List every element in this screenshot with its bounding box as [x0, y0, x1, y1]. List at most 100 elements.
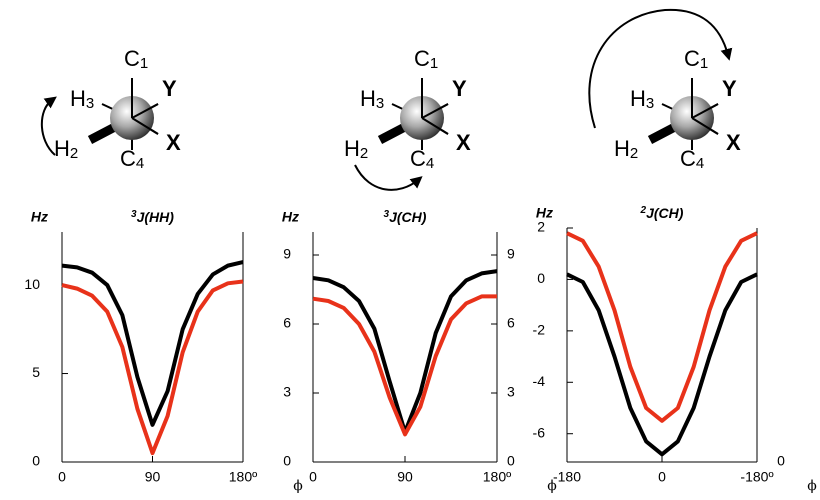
chart-title: 3J(HH)	[131, 209, 174, 225]
x-axis-label: ϕ	[807, 478, 817, 494]
x-axis-label: ϕ	[547, 478, 557, 494]
atom-subscript: 3	[86, 95, 94, 112]
bond	[691, 103, 719, 119]
atom-subscript: 3	[646, 95, 654, 112]
y2-tick-label: 3	[507, 384, 515, 400]
x-tick-label: -180º	[740, 469, 773, 485]
title-main: J(CH)	[389, 209, 427, 225]
series-line	[312, 294, 497, 437]
y2-tick-label: 9	[507, 246, 515, 262]
atom-label: C1	[414, 46, 438, 73]
atom-label: Y	[722, 76, 737, 101]
atom-subscript: 3	[376, 95, 384, 112]
y-tick-label: 0	[32, 453, 40, 469]
atom-label: C1	[684, 46, 708, 73]
atom-symbol: X	[726, 130, 741, 155]
y-tick-label: -2	[533, 322, 546, 338]
title-main: J(CH)	[646, 205, 684, 221]
atom-symbol: H	[70, 86, 86, 111]
y-tick-label: 5	[32, 364, 40, 380]
title-main: J(HH)	[137, 209, 175, 225]
y-tick-label: 3	[283, 384, 291, 400]
atom-symbol: H	[54, 136, 70, 161]
x-tick-label: 0	[309, 469, 317, 485]
series-line	[566, 272, 758, 457]
atom-symbol: C	[680, 146, 696, 171]
rotation-arrow	[354, 164, 423, 191]
series-line	[61, 260, 244, 427]
atom-label: H3	[70, 86, 94, 113]
y-axis-label: Hz	[282, 209, 299, 225]
x-tick-label: 180º	[229, 469, 257, 485]
atom-label: H3	[630, 86, 654, 113]
rotation-arrows	[40, 8, 733, 191]
annotation: 0	[777, 453, 785, 469]
atom-subscript: 2	[70, 145, 78, 162]
y-tick-label: 0	[283, 453, 291, 469]
y2-tick-label: 0	[507, 453, 515, 469]
atom-label: C4	[680, 146, 704, 173]
atom-symbol: H	[630, 86, 646, 111]
x-axis-label: ϕ	[293, 478, 303, 494]
bond	[691, 117, 719, 135]
atom-subscript: 2	[630, 145, 638, 162]
atom-subscript: 2	[360, 145, 368, 162]
atom-symbol: H	[360, 86, 376, 111]
y-tick-label: 9	[283, 246, 291, 262]
y-tick-label: -4	[533, 373, 546, 389]
title-superscript: 3	[131, 209, 137, 220]
atom-symbol: C	[414, 46, 430, 71]
atom-subscript: 4	[426, 155, 434, 172]
series-line	[61, 279, 244, 456]
atom-symbol: C	[120, 146, 136, 171]
x-tick-label: 90	[397, 469, 413, 485]
atom-label: C1	[124, 46, 148, 73]
title-superscript: 3	[384, 209, 390, 220]
atom-subscript: 4	[136, 155, 144, 172]
atom-label: C4	[120, 146, 144, 173]
series-line	[566, 231, 758, 423]
x-tick-label: 0	[58, 469, 66, 485]
x-tick-label: 90	[145, 469, 161, 485]
atom-label: X	[726, 130, 741, 155]
x-tick-label: -180	[553, 469, 581, 485]
atom-symbol: X	[166, 130, 181, 155]
bond	[421, 117, 449, 135]
atom-symbol: Y	[452, 76, 467, 101]
atom-symbol: Y	[162, 76, 177, 101]
atom-subscript: 4	[696, 155, 704, 172]
x-tick-label: 180º	[483, 469, 511, 485]
atom-symbol: Y	[722, 76, 737, 101]
atom-label: H2	[54, 136, 78, 163]
y-tick-label: -6	[533, 424, 546, 440]
atom-label: Y	[452, 76, 467, 101]
bond	[421, 103, 449, 119]
rotation-arrow	[40, 96, 57, 156]
series-line	[312, 269, 498, 435]
chart-title: 3J(CH)	[384, 209, 427, 225]
y-tick-label: 6	[283, 315, 291, 331]
atom-label: X	[456, 130, 471, 155]
atom-symbol: X	[456, 130, 471, 155]
atom-label: Y	[162, 76, 177, 101]
atom-label: X	[166, 130, 181, 155]
bond	[131, 103, 159, 119]
atom-symbol: C	[410, 146, 426, 171]
y-tick-label: 2	[537, 219, 545, 235]
x-tick-label: 0	[658, 469, 666, 485]
atom-symbol: H	[614, 136, 630, 161]
y-tick-label: 0	[537, 270, 545, 286]
rotation-arrow	[588, 8, 733, 129]
atom-symbol: C	[124, 46, 140, 71]
chart-title: 2J(CH)	[640, 205, 684, 221]
bond	[131, 117, 159, 135]
atom-symbol: C	[684, 46, 700, 71]
atom-symbol: H	[344, 136, 360, 161]
atom-label: H2	[344, 136, 368, 163]
y-axis-label: Hz	[31, 209, 48, 225]
atom-label: C4	[410, 146, 434, 173]
atom-subscript: 1	[140, 55, 148, 72]
title-superscript: 2	[640, 205, 647, 216]
y2-tick-label: 6	[507, 315, 515, 331]
